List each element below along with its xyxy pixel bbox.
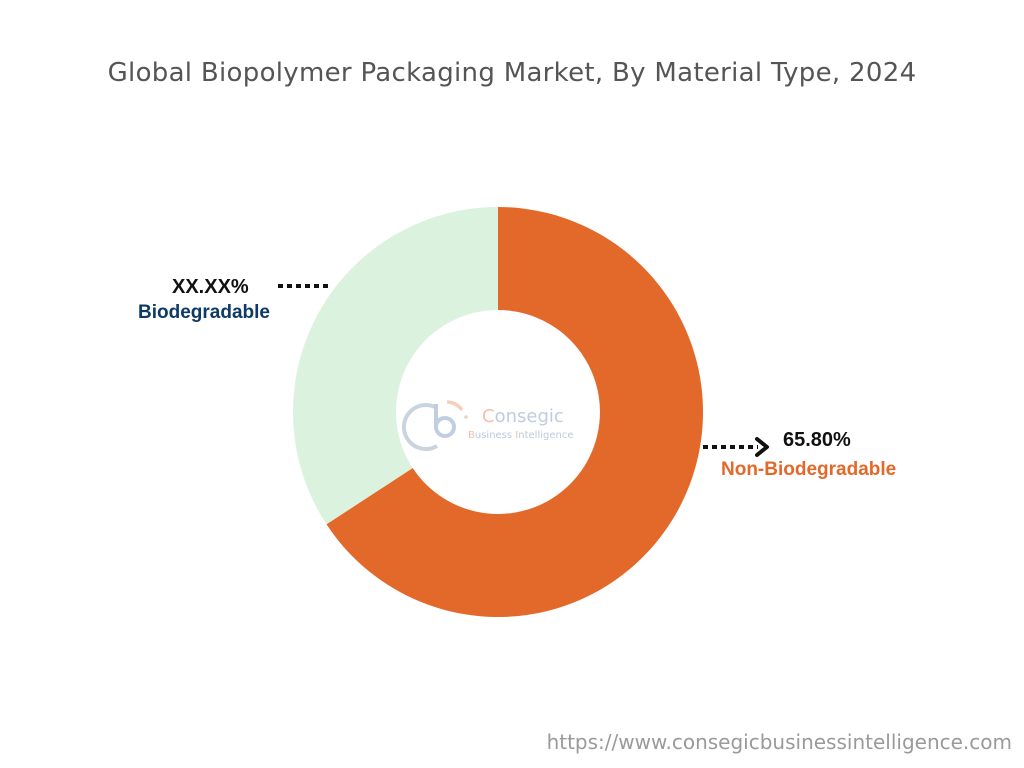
slice-biodegradable	[293, 207, 498, 525]
consegic-logo-icon	[401, 400, 468, 451]
slice-non-biodegradable	[326, 207, 704, 617]
label-value-non-biodegradable: 65.80%	[783, 429, 851, 451]
label-name-non-biodegradable: Non-Biodegradable	[721, 459, 897, 480]
logo-text-ntelligence: ntelligence	[518, 430, 574, 441]
logo-text-usiness: usiness	[474, 430, 516, 441]
logo-wordmark: Consegic	[482, 406, 564, 427]
logo-text-consegic: onsegic	[494, 406, 564, 427]
logo-letter-i: I	[515, 430, 519, 441]
label-value-biodegradable: XX.XX%	[172, 276, 249, 298]
logo-tagline: Business Intelligence	[468, 430, 573, 441]
label-name-biodegradable: Biodegradable	[138, 302, 270, 323]
logo-letter-c: C	[482, 406, 495, 427]
chart-title: Global Biopolymer Packaging Market, By M…	[107, 58, 917, 88]
footer-url: https://www.consegicbusinessintelligence…	[546, 730, 1012, 754]
arrow-right-icon	[755, 437, 769, 457]
logo-letter-b: B	[468, 430, 475, 441]
